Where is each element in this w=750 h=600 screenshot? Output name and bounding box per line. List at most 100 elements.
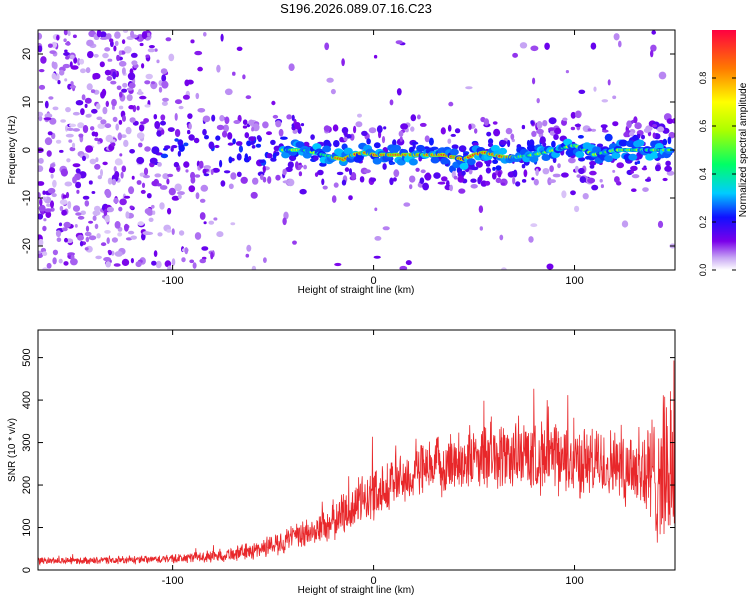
spectrogram-cell — [151, 260, 157, 266]
spectrogram-cell — [549, 179, 556, 184]
spectrogram-cell — [262, 121, 269, 129]
spectrogram-cell — [58, 258, 63, 264]
spectrogram-cell — [259, 174, 264, 180]
spectrogram-cell — [146, 193, 152, 199]
spectrogram-cell — [410, 114, 417, 122]
spectrogram-cell — [75, 100, 84, 106]
spectrogram-cell — [493, 128, 501, 137]
spectrogram-cell — [82, 195, 90, 200]
spectrogram-cell — [255, 143, 262, 148]
spectrogram-cell — [57, 80, 61, 85]
spectrogram-cell — [228, 183, 234, 190]
spectrogram-cell — [69, 85, 77, 89]
spectrogram-cell — [177, 150, 182, 157]
spectrogram-cell — [433, 172, 441, 179]
spectrogram-cell — [136, 180, 142, 185]
spectrogram-cell — [202, 168, 207, 174]
spectrogram-cell — [392, 139, 397, 147]
spectrogram-cell — [399, 265, 408, 270]
y-tick-label: 100 — [21, 518, 33, 536]
spectrogram-cell — [372, 157, 382, 165]
spectrogram-cell — [140, 189, 146, 194]
spectrogram-cell — [596, 143, 604, 148]
spectrogram-cell — [113, 166, 117, 172]
spectrogram-cell — [68, 123, 77, 128]
spectrogram-cell — [48, 167, 56, 174]
spectrogram-cell — [561, 172, 569, 178]
spectrogram-cell — [64, 49, 68, 53]
spectrogram-cell — [242, 74, 246, 80]
spectrogram-cell — [579, 176, 586, 184]
spectrogram-cell — [236, 46, 243, 51]
spectrogram-cell — [527, 144, 536, 152]
spectrogram-cell — [106, 76, 113, 81]
x-tick-label: 100 — [565, 575, 583, 587]
spectrogram-cell — [104, 123, 112, 129]
spectrogram-cell — [105, 261, 111, 268]
spectrogram-cell — [105, 190, 112, 198]
spectrogram-cell — [652, 124, 658, 128]
spectrogram-cell — [88, 220, 94, 224]
spectrogram-cell — [244, 153, 248, 160]
y-tick-label: 0 — [21, 567, 33, 573]
spectrogram-cell — [531, 130, 537, 137]
spectrogram-cell — [245, 95, 252, 100]
spectrogram-cell — [93, 53, 99, 58]
spectrogram-cell — [168, 53, 175, 62]
spectrogram-cell — [533, 178, 539, 186]
spectrogram-cell — [136, 156, 145, 165]
spectrogram-cell — [112, 71, 117, 80]
spectrogram-cell — [51, 72, 57, 80]
colorbar-tick-label: 0.0 — [698, 264, 708, 277]
spectrogram-cell — [422, 182, 429, 191]
spectrogram-cell — [631, 174, 640, 179]
spectrogram-cell — [154, 48, 158, 52]
spectrogram-cell — [94, 223, 99, 230]
spectrogram-cell — [565, 70, 570, 74]
spectrogram-cell — [42, 225, 47, 232]
spectrogram-cell — [66, 158, 71, 163]
spectrogram-cell — [272, 152, 277, 159]
spectrogram-cell — [621, 220, 629, 228]
spectrogram-cell — [177, 191, 185, 196]
spectrogram-cell — [505, 127, 513, 135]
spectrogram-cell — [72, 205, 81, 212]
spectrogram-cell — [131, 175, 135, 180]
spectrogram-cell — [651, 30, 656, 35]
spectrogram-cell — [118, 105, 124, 110]
spectrogram-cell — [415, 167, 420, 172]
spectrogram-cell — [614, 176, 620, 183]
spectrogram-cell — [190, 176, 196, 184]
spectrogram-cell — [121, 88, 128, 93]
spectrogram-cell — [122, 30, 129, 33]
spectrogram-cell — [157, 162, 162, 167]
spectrogram-cell — [492, 172, 497, 180]
spectrogram-cell — [89, 158, 97, 165]
spectrogram-cell — [333, 140, 340, 148]
spectrogram-cell — [94, 163, 101, 170]
spectrogram-cell — [248, 156, 252, 161]
y-tick-label: 0 — [21, 147, 33, 153]
spectrogram-cell — [167, 173, 174, 178]
spectrogram-cell — [601, 99, 609, 103]
spectrogram-cell — [219, 159, 223, 168]
spectrogram-cell — [188, 134, 195, 141]
spectrogram-cell — [548, 117, 557, 125]
spectrogram-x-label: Height of straight line (km) — [298, 285, 415, 296]
spectrogram-cell — [359, 176, 365, 183]
spectrogram-cell — [216, 64, 221, 73]
spectrogram-cell — [294, 122, 301, 130]
spectrogram-cell — [652, 132, 656, 139]
spectrogram-cell — [91, 108, 98, 114]
spectrogram-cell — [299, 188, 307, 195]
spectrogram-cell — [664, 165, 672, 172]
spectrogram-cell — [521, 179, 527, 183]
spectrogram-cell — [470, 184, 478, 189]
spectrogram-cell — [104, 230, 111, 234]
spectrogram-cell — [344, 167, 350, 172]
spectrogram-cell — [658, 71, 667, 80]
spectrogram-cell — [486, 131, 492, 137]
spectrogram-cell — [440, 157, 450, 165]
spectrogram-cell — [392, 177, 397, 182]
